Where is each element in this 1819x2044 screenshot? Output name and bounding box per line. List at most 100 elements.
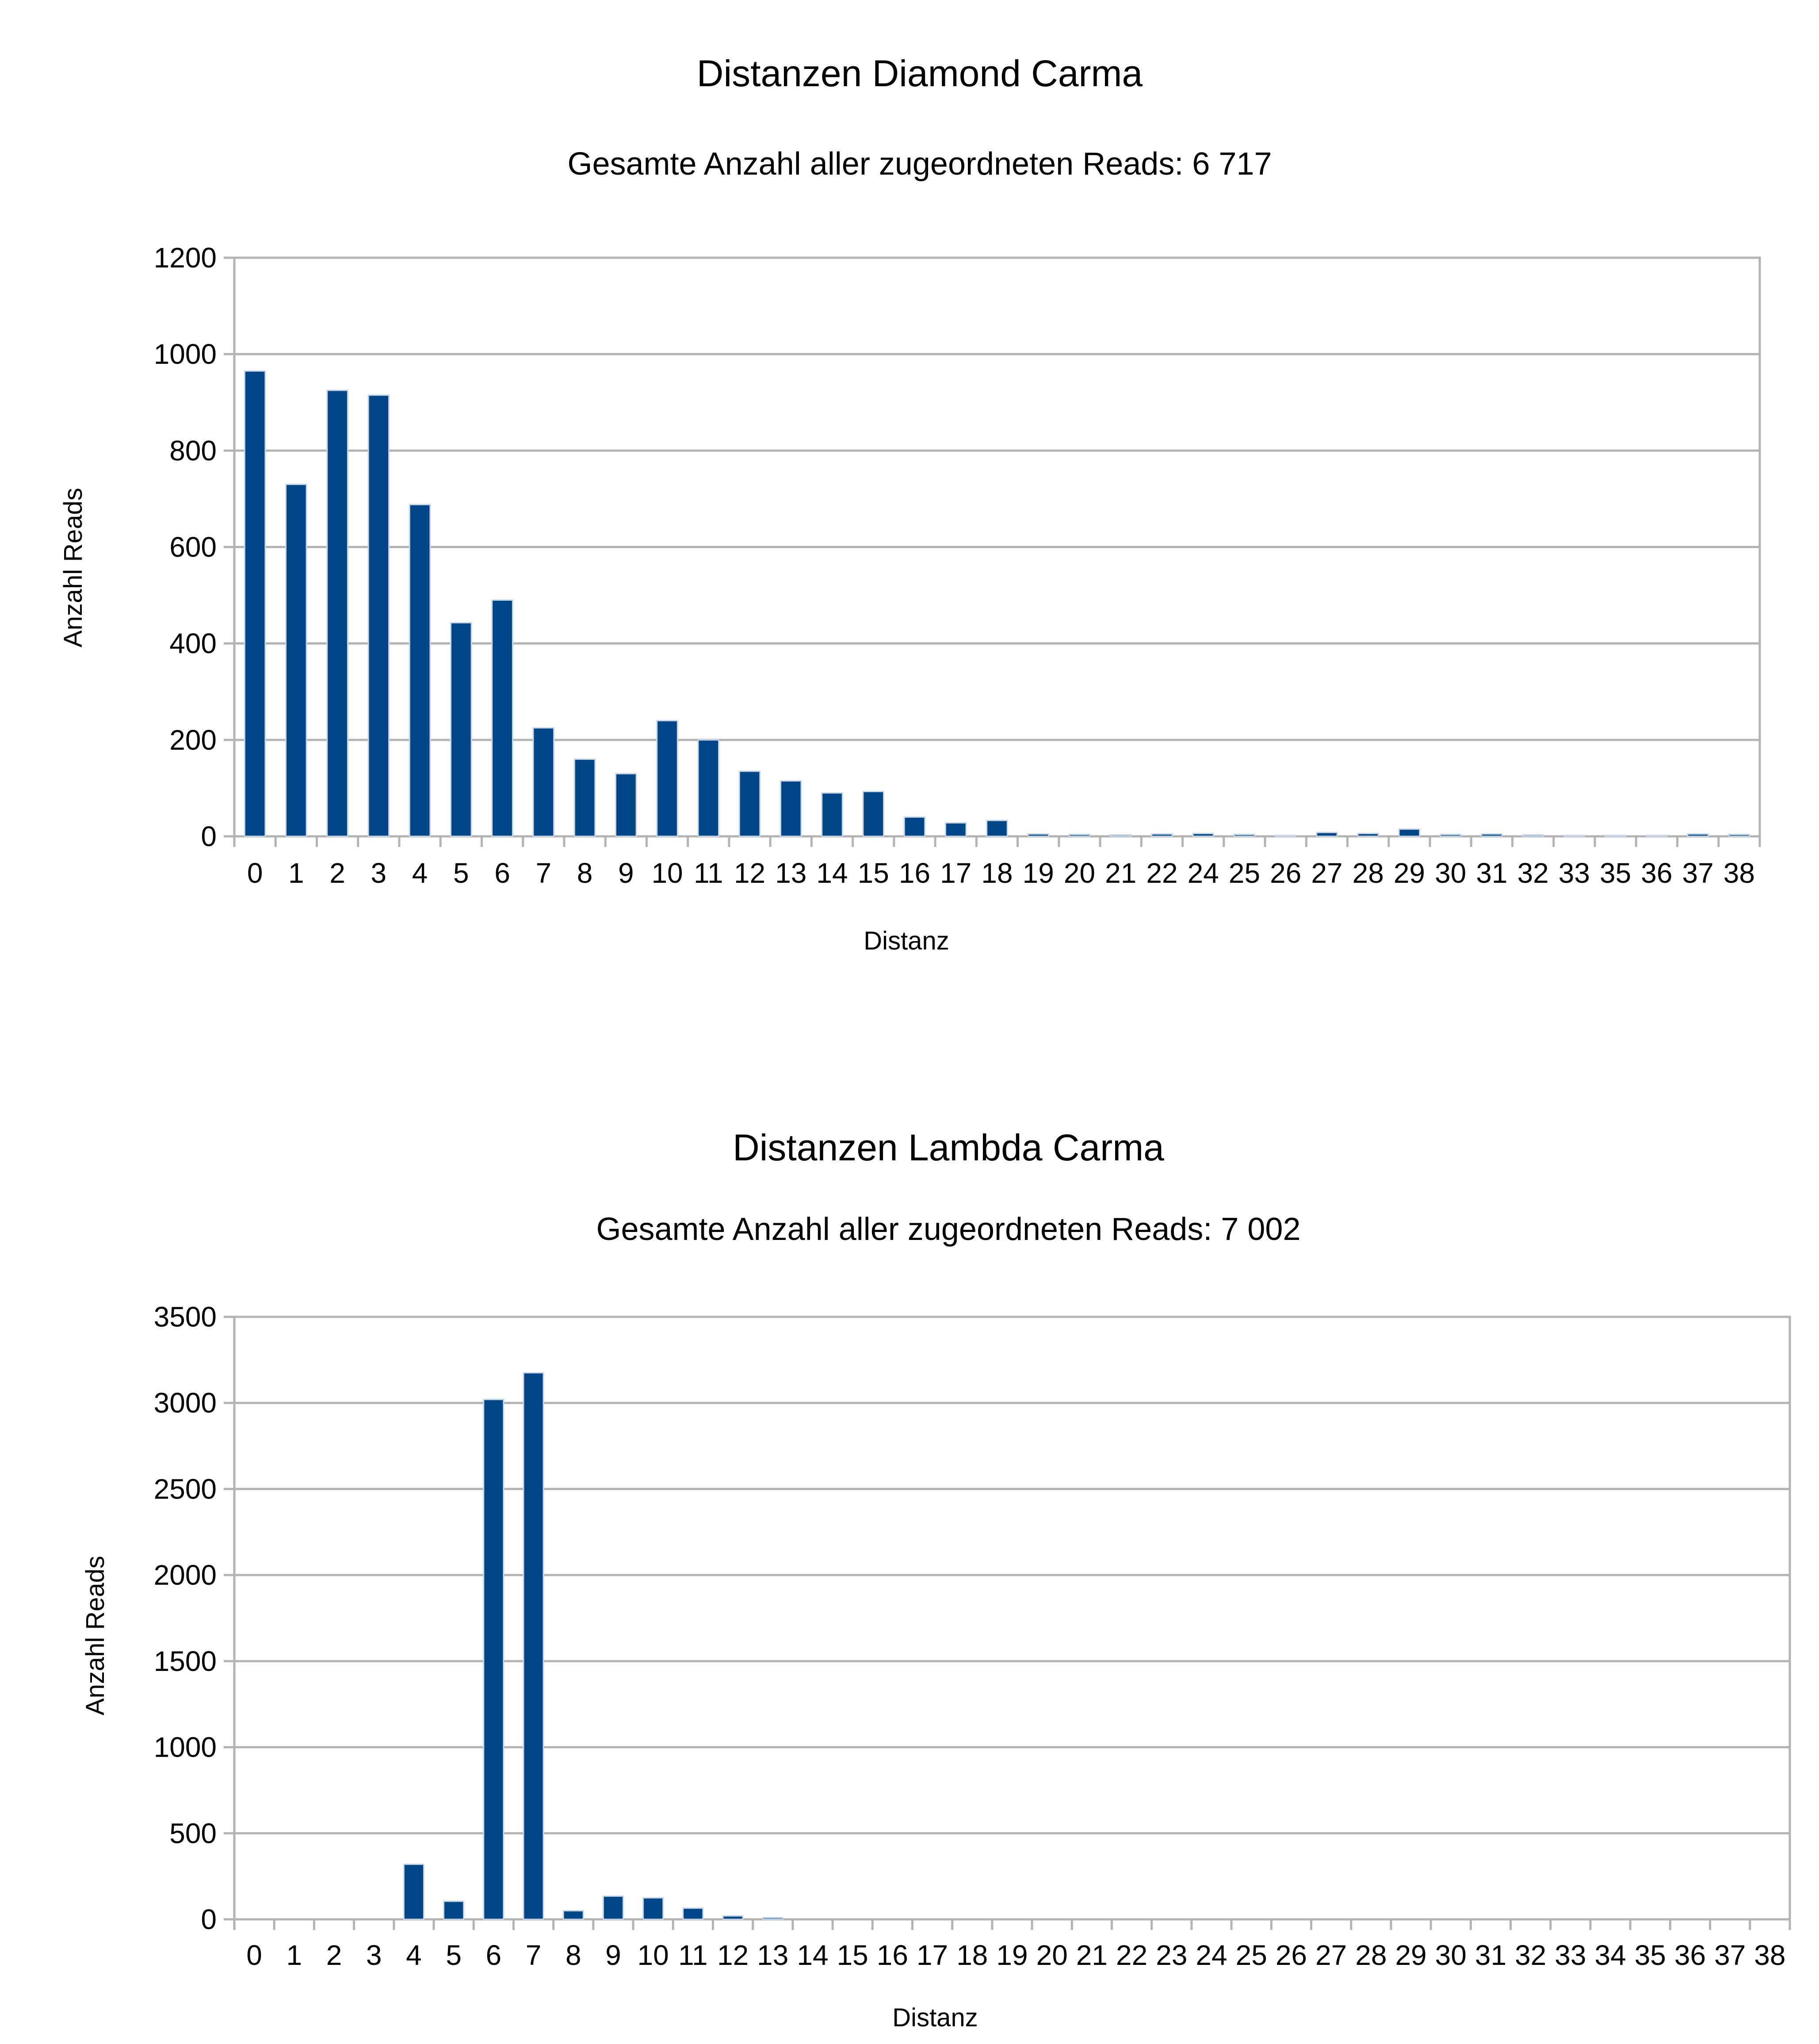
x-tick-label: 9 (605, 1939, 621, 1971)
x-tick-label: 30 (1435, 1939, 1467, 1971)
x-tick-label: 21 (1076, 1939, 1108, 1971)
x-tick-label: 12 (717, 1939, 749, 1971)
y-tick-label: 1500 (154, 1645, 217, 1677)
x-tick-label: 13 (775, 857, 806, 889)
x-tick-label: 20 (1036, 1939, 1068, 1971)
x-tick-label: 4 (412, 857, 428, 889)
x-tick-label: 15 (837, 1939, 868, 1971)
x-tick-label: 11 (694, 857, 723, 889)
bar (722, 1915, 744, 1920)
x-tick-label: 5 (453, 857, 469, 889)
y-tick-label: 600 (169, 531, 217, 563)
x-axis-label: Distanz (864, 927, 949, 955)
x-tick-label: 4 (406, 1939, 422, 1971)
x-tick-label: 8 (577, 857, 593, 889)
chart-title: Distanzen Lambda Carma (733, 1127, 1164, 1168)
bar (780, 780, 802, 837)
x-tick-label: 38 (1723, 857, 1755, 889)
bar (1563, 835, 1586, 837)
bar (1192, 832, 1215, 837)
x-tick-label: 29 (1395, 1939, 1426, 1971)
chart-title: Distanzen Diamond Carma (697, 53, 1143, 94)
chart-2: Distanzen Lambda Carma Gesamte Anzahl all… (81, 1127, 1791, 2032)
bar (986, 820, 1008, 837)
y-tick-label: 3000 (154, 1387, 217, 1419)
x-tick-label: 3 (366, 1939, 382, 1971)
bar (1109, 834, 1132, 837)
bar (682, 1907, 704, 1920)
x-tick-label: 38 (1754, 1939, 1785, 1971)
x-tick-label: 3 (371, 857, 387, 889)
x-tick-label: 36 (1674, 1939, 1706, 1971)
bar (1357, 832, 1380, 837)
x-tick-label: 26 (1276, 1939, 1307, 1971)
bar (491, 599, 513, 837)
x-tick-label: 17 (940, 857, 971, 889)
y-tick-label: 400 (169, 628, 217, 660)
bar (409, 504, 431, 837)
bar (615, 773, 637, 837)
bar (285, 484, 307, 837)
x-tick-label: 23 (1156, 1939, 1187, 1971)
bar (903, 816, 926, 837)
x-tick-label: 21 (1105, 857, 1136, 889)
x-tick-label: 24 (1196, 1939, 1227, 1971)
bar (862, 791, 885, 837)
y-tick-label: 1000 (154, 1731, 217, 1763)
x-tick-label: 31 (1475, 1939, 1506, 1971)
bar (443, 1900, 465, 1920)
bar (1027, 833, 1050, 837)
bar (821, 792, 843, 837)
bar (1316, 831, 1338, 837)
y-axis-label: Anzahl Reads (59, 488, 88, 647)
x-axis-label: Distanz (892, 2003, 978, 2032)
y-tick-label: 800 (169, 435, 217, 466)
x-tick-label: 34 (1594, 1939, 1626, 1971)
bar (1604, 835, 1627, 837)
chart-1: Distanzen Diamond Carma Gesamte Anzahl al… (59, 53, 1761, 955)
x-tick-label: 6 (494, 857, 510, 889)
chart-subtitle: Gesamte Anzahl aller zugeordneten Reads:… (596, 1212, 1300, 1247)
bar (1233, 834, 1256, 837)
x-tick-label: 18 (956, 1939, 988, 1971)
y-tick-label: 1000 (154, 338, 217, 370)
bar (738, 770, 761, 837)
x-tick-label: 32 (1515, 1939, 1546, 1971)
x-tick-label: 19 (996, 1939, 1028, 1971)
x-tick-label: 10 (651, 857, 683, 889)
bar (573, 758, 596, 837)
x-tick-label: 35 (1600, 857, 1631, 889)
bar (1687, 833, 1709, 837)
y-tick-label: 200 (169, 724, 217, 756)
x-tick-label: 27 (1315, 1939, 1347, 1971)
y-tick-label: 0 (201, 1903, 217, 1935)
bar (1522, 834, 1544, 837)
x-tick-label: 36 (1641, 857, 1672, 889)
x-tick-label: 8 (566, 1939, 581, 1971)
bar (367, 394, 390, 837)
plot-area-frame (233, 1316, 1791, 1921)
bar (1068, 834, 1091, 837)
x-tick-label: 14 (797, 1939, 828, 1971)
x-tick-label: 13 (757, 1939, 788, 1971)
x-tick-label: 35 (1635, 1939, 1666, 1971)
x-tick-label: 20 (1064, 857, 1095, 889)
bar (483, 1399, 504, 1920)
x-tick-label: 26 (1270, 857, 1301, 889)
x-tick-label: 0 (246, 1939, 262, 1971)
x-tick-label: 22 (1116, 1939, 1147, 1971)
bar (326, 389, 348, 837)
bar (762, 1917, 783, 1920)
x-tick-label: 28 (1353, 857, 1384, 889)
bar (602, 1895, 624, 1920)
x-tick-label: 17 (917, 1939, 948, 1971)
x-tick-label: 7 (526, 1939, 542, 1971)
bar (1728, 834, 1750, 837)
bar (944, 822, 967, 837)
x-tick-label: 33 (1555, 1939, 1586, 1971)
bar (1481, 833, 1503, 837)
bar (532, 727, 555, 837)
bar (1398, 828, 1421, 837)
x-tick-label: 18 (981, 857, 1013, 889)
